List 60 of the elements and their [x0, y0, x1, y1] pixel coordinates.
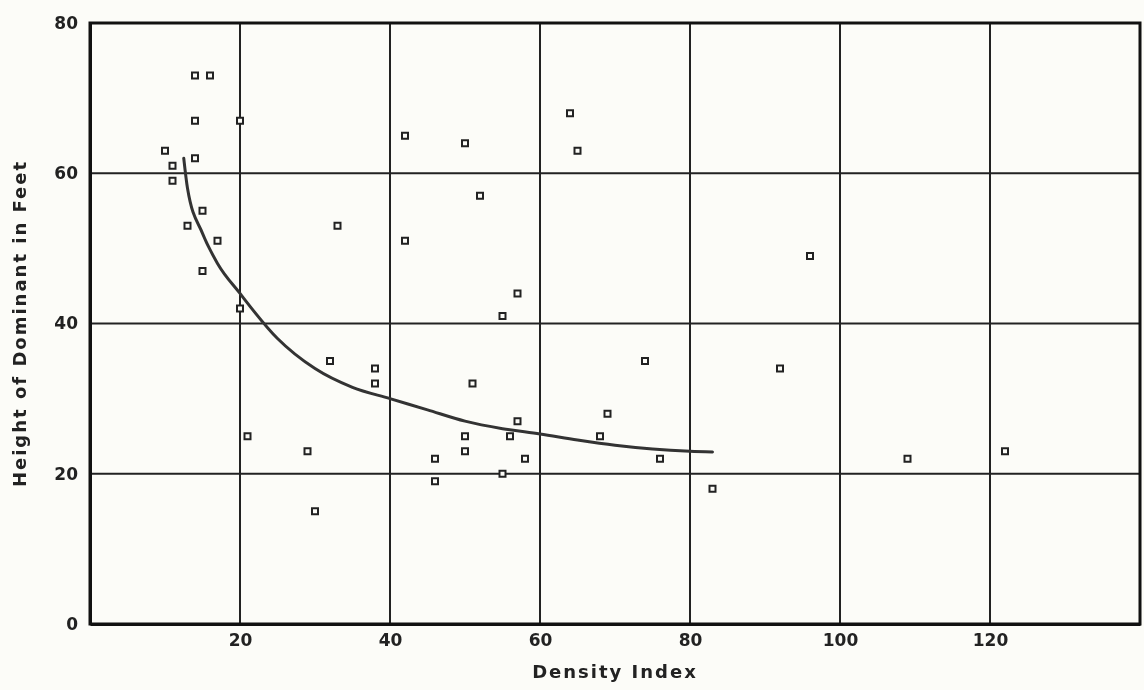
point: [596, 432, 604, 441]
y-tick-label: 60: [54, 163, 79, 184]
point: [498, 469, 507, 478]
y-tick-label: 0: [66, 613, 79, 634]
point: [198, 266, 207, 275]
point: [168, 176, 177, 185]
y-tick-label: 20: [54, 463, 79, 484]
point: [806, 251, 814, 260]
point: [573, 146, 582, 155]
point: [461, 432, 469, 441]
point: [371, 364, 379, 373]
x-tick-label: 20: [228, 630, 253, 651]
point: [776, 364, 784, 373]
line-series: [182, 156, 714, 454]
point: [303, 447, 312, 456]
point: [168, 161, 177, 170]
point: [191, 116, 199, 125]
point: [371, 379, 379, 388]
x-tick-label: 80: [678, 630, 703, 651]
x-tick-label: 120: [972, 630, 1009, 651]
point: [191, 154, 199, 163]
point: [213, 236, 222, 245]
y-tick-label: 40: [54, 313, 79, 334]
point: [461, 447, 469, 456]
point: [236, 116, 244, 125]
point: [326, 357, 334, 366]
x-tick-label: 40: [378, 630, 403, 651]
x-axis-title: Density Index: [532, 661, 698, 682]
point: [161, 146, 169, 155]
point: [198, 206, 207, 215]
point: [656, 454, 664, 463]
point: [903, 454, 912, 463]
y-tick-label: 80: [54, 12, 79, 33]
point: [476, 191, 484, 200]
point: [461, 139, 469, 148]
point: [431, 477, 439, 486]
point: [521, 454, 529, 463]
point: [1001, 447, 1009, 456]
y-axis-title: Height of Dominant in Feet: [9, 159, 30, 488]
point: [468, 379, 477, 388]
point: [236, 304, 244, 313]
point: [566, 109, 574, 118]
point: [498, 311, 507, 320]
point: [243, 432, 252, 441]
point: [603, 409, 612, 418]
x-tick-label: 60: [528, 630, 553, 651]
point: [513, 417, 522, 426]
x-tick-label: 100: [822, 630, 859, 651]
point: [513, 289, 522, 298]
point: [401, 131, 409, 140]
point: [206, 71, 214, 80]
point: [333, 221, 342, 230]
point: [708, 484, 717, 493]
point: [431, 454, 439, 463]
point: [401, 236, 409, 245]
point: [506, 432, 514, 441]
point: [641, 357, 649, 366]
point: [183, 221, 192, 230]
point: [311, 507, 319, 516]
point: [191, 71, 199, 80]
